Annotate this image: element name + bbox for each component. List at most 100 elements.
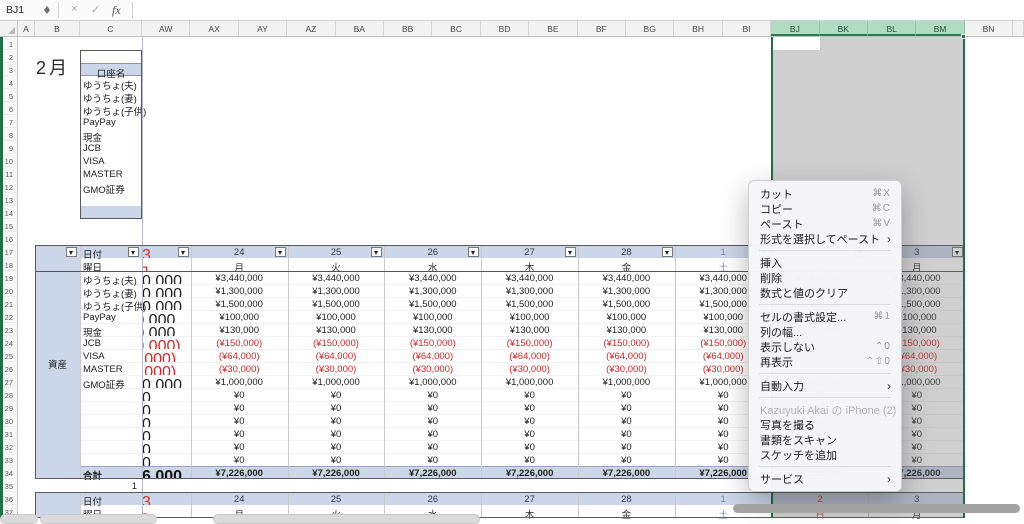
row-header-26[interactable]: 26: [0, 362, 18, 375]
column-header-BE[interactable]: BE: [529, 21, 578, 36]
clipped-value-cell[interactable]: ¥1,000,000: [142, 375, 191, 388]
column-header-BB[interactable]: BB: [384, 21, 433, 36]
bottom-date-cell-24[interactable]: 24: [233, 494, 245, 505]
row-header-9[interactable]: 9: [0, 141, 18, 154]
menu-item-paste[interactable]: ペースト ⌘V: [749, 216, 901, 231]
date-cell-27[interactable]: 27: [524, 247, 535, 258]
value-cell[interactable]: ¥130,000: [896, 325, 937, 336]
account-name-cell[interactable]: JCB: [83, 143, 101, 154]
column-header-BJ[interactable]: BJ: [771, 21, 820, 36]
row-header-36[interactable]: 36: [0, 492, 18, 505]
scrollbar-segment[interactable]: [0, 514, 38, 524]
filter-dropdown-button[interactable]: [952, 246, 964, 257]
menu-item-add-sketch[interactable]: スケッチを追加: [749, 447, 901, 462]
row-header-33[interactable]: 33: [0, 453, 18, 466]
column-header-AW[interactable]: AW: [142, 21, 191, 36]
value-cell[interactable]: ¥0: [524, 390, 535, 401]
value-cell[interactable]: ¥3,440,000: [312, 273, 360, 284]
weekday-cell-火[interactable]: 火: [331, 263, 341, 274]
horizontal-scrollbar-thumb[interactable]: [733, 504, 1020, 513]
value-cell[interactable]: ¥1,300,000: [409, 286, 457, 297]
row-header-32[interactable]: 32: [0, 440, 18, 453]
value-cell[interactable]: ¥0: [717, 429, 729, 440]
weekday-cell-水[interactable]: 水: [428, 263, 438, 274]
row-label-cell[interactable]: GMO証券: [83, 380, 125, 391]
row-header-28[interactable]: 28: [0, 388, 18, 401]
value-cell[interactable]: ¥100,000: [703, 312, 743, 323]
account-name-cell[interactable]: ゆうちょ(妻): [83, 94, 137, 105]
value-cell[interactable]: ¥0: [911, 455, 923, 466]
value-cell[interactable]: (¥30,000): [412, 364, 454, 375]
column-header-BH[interactable]: BH: [674, 21, 723, 36]
value-cell[interactable]: ¥130,000: [703, 325, 743, 336]
total-value-cell[interactable]: ¥7,226,000: [893, 468, 941, 479]
clipped-value-cell[interactable]: ¥100,000: [142, 310, 191, 323]
value-cell[interactable]: ¥0: [621, 442, 632, 453]
column-header-AY[interactable]: AY: [239, 21, 288, 36]
bottom-date-cell-3[interactable]: 3: [914, 494, 920, 505]
select-all-corner[interactable]: [0, 21, 18, 36]
menu-item-scan-documents[interactable]: 書類をスキャン: [749, 432, 901, 447]
value-cell[interactable]: ¥1,500,000: [215, 299, 263, 310]
menu-item-autofill[interactable]: 自動入力 ›: [749, 378, 901, 393]
value-cell[interactable]: ¥0: [427, 403, 439, 414]
row-header-6[interactable]: 6: [0, 102, 18, 115]
value-cell[interactable]: ¥100,000: [412, 312, 453, 323]
value-cell[interactable]: ¥0: [233, 429, 245, 440]
column-header-BK[interactable]: BK: [819, 21, 868, 36]
bottom-clipped-date[interactable]: 23: [142, 492, 191, 505]
value-cell[interactable]: ¥0: [717, 455, 729, 466]
total-label-cell[interactable]: 合計: [83, 471, 103, 482]
row-header-22[interactable]: 22: [0, 310, 18, 323]
menu-item-copy[interactable]: コピー ⌘C: [749, 201, 901, 216]
menu-item-services[interactable]: サービス ›: [749, 471, 901, 486]
value-cell[interactable]: ¥130,000: [219, 325, 259, 336]
row-header-16[interactable]: 16: [0, 232, 18, 245]
row-header-35[interactable]: 35: [0, 479, 18, 492]
weekday-cell-月[interactable]: 月: [234, 263, 244, 274]
name-box[interactable]: BJ1: [6, 4, 25, 16]
value-cell[interactable]: ¥3,440,000: [215, 273, 263, 284]
weekday-cell-月[interactable]: 月: [912, 263, 922, 274]
row-header-17[interactable]: 17: [0, 245, 18, 258]
value-cell[interactable]: ¥1,000,000: [215, 377, 263, 388]
value-cell[interactable]: ¥1,000,000: [893, 377, 941, 388]
value-cell[interactable]: (¥64,000): [218, 351, 260, 362]
row-label-cell[interactable]: ゆうちょ(夫): [83, 276, 137, 287]
value-cell[interactable]: ¥1,500,000: [312, 299, 360, 310]
value-cell[interactable]: ¥1,000,000: [312, 377, 360, 388]
value-cell[interactable]: ¥130,000: [412, 325, 453, 336]
value-cell[interactable]: (¥150,000): [506, 338, 553, 349]
value-cell[interactable]: ¥0: [330, 442, 342, 453]
value-cell[interactable]: (¥30,000): [606, 364, 647, 375]
name-box-stepper[interactable]: [42, 3, 53, 17]
side-label-cell[interactable]: [35, 245, 80, 479]
value-cell[interactable]: ¥1,300,000: [893, 286, 941, 297]
filter-dropdown-button[interactable]: [468, 246, 480, 257]
clipped-value-cell[interactable]: ¥1,300,000: [142, 284, 191, 297]
row-header-21[interactable]: 21: [0, 297, 18, 310]
row-header-19[interactable]: 19: [0, 271, 18, 284]
value-cell[interactable]: ¥1,500,000: [505, 299, 554, 310]
row-header-5[interactable]: 5: [0, 89, 18, 102]
bottom-weekday-cell[interactable]: 日: [815, 510, 825, 521]
account-name-cell[interactable]: VISA: [83, 156, 105, 167]
value-cell[interactable]: ¥1,300,000: [505, 286, 554, 297]
clipped-value-cell[interactable]: (¥30,000): [142, 362, 191, 375]
value-cell[interactable]: (¥64,000): [702, 351, 744, 362]
value-cell[interactable]: (¥64,000): [606, 351, 647, 362]
bottom-date-label[interactable]: 日付: [83, 497, 103, 508]
value-cell[interactable]: ¥0: [911, 429, 923, 440]
row-header-14[interactable]: 14: [0, 206, 18, 219]
account-name-cell[interactable]: GMO証券: [83, 185, 125, 196]
value-cell[interactable]: ¥0: [427, 455, 439, 466]
menu-item-format-cells[interactable]: セルの書式設定... ⌘1: [749, 309, 901, 324]
value-cell[interactable]: (¥64,000): [412, 351, 454, 362]
row-header-7[interactable]: 7: [0, 115, 18, 128]
value-cell[interactable]: ¥0: [330, 390, 342, 401]
column-header-BC[interactable]: BC: [432, 21, 481, 36]
value-cell[interactable]: ¥0: [427, 416, 439, 427]
total-value-cell[interactable]: ¥7,226,000: [409, 468, 457, 479]
value-cell[interactable]: ¥0: [233, 416, 245, 427]
value-cell[interactable]: ¥0: [233, 455, 245, 466]
